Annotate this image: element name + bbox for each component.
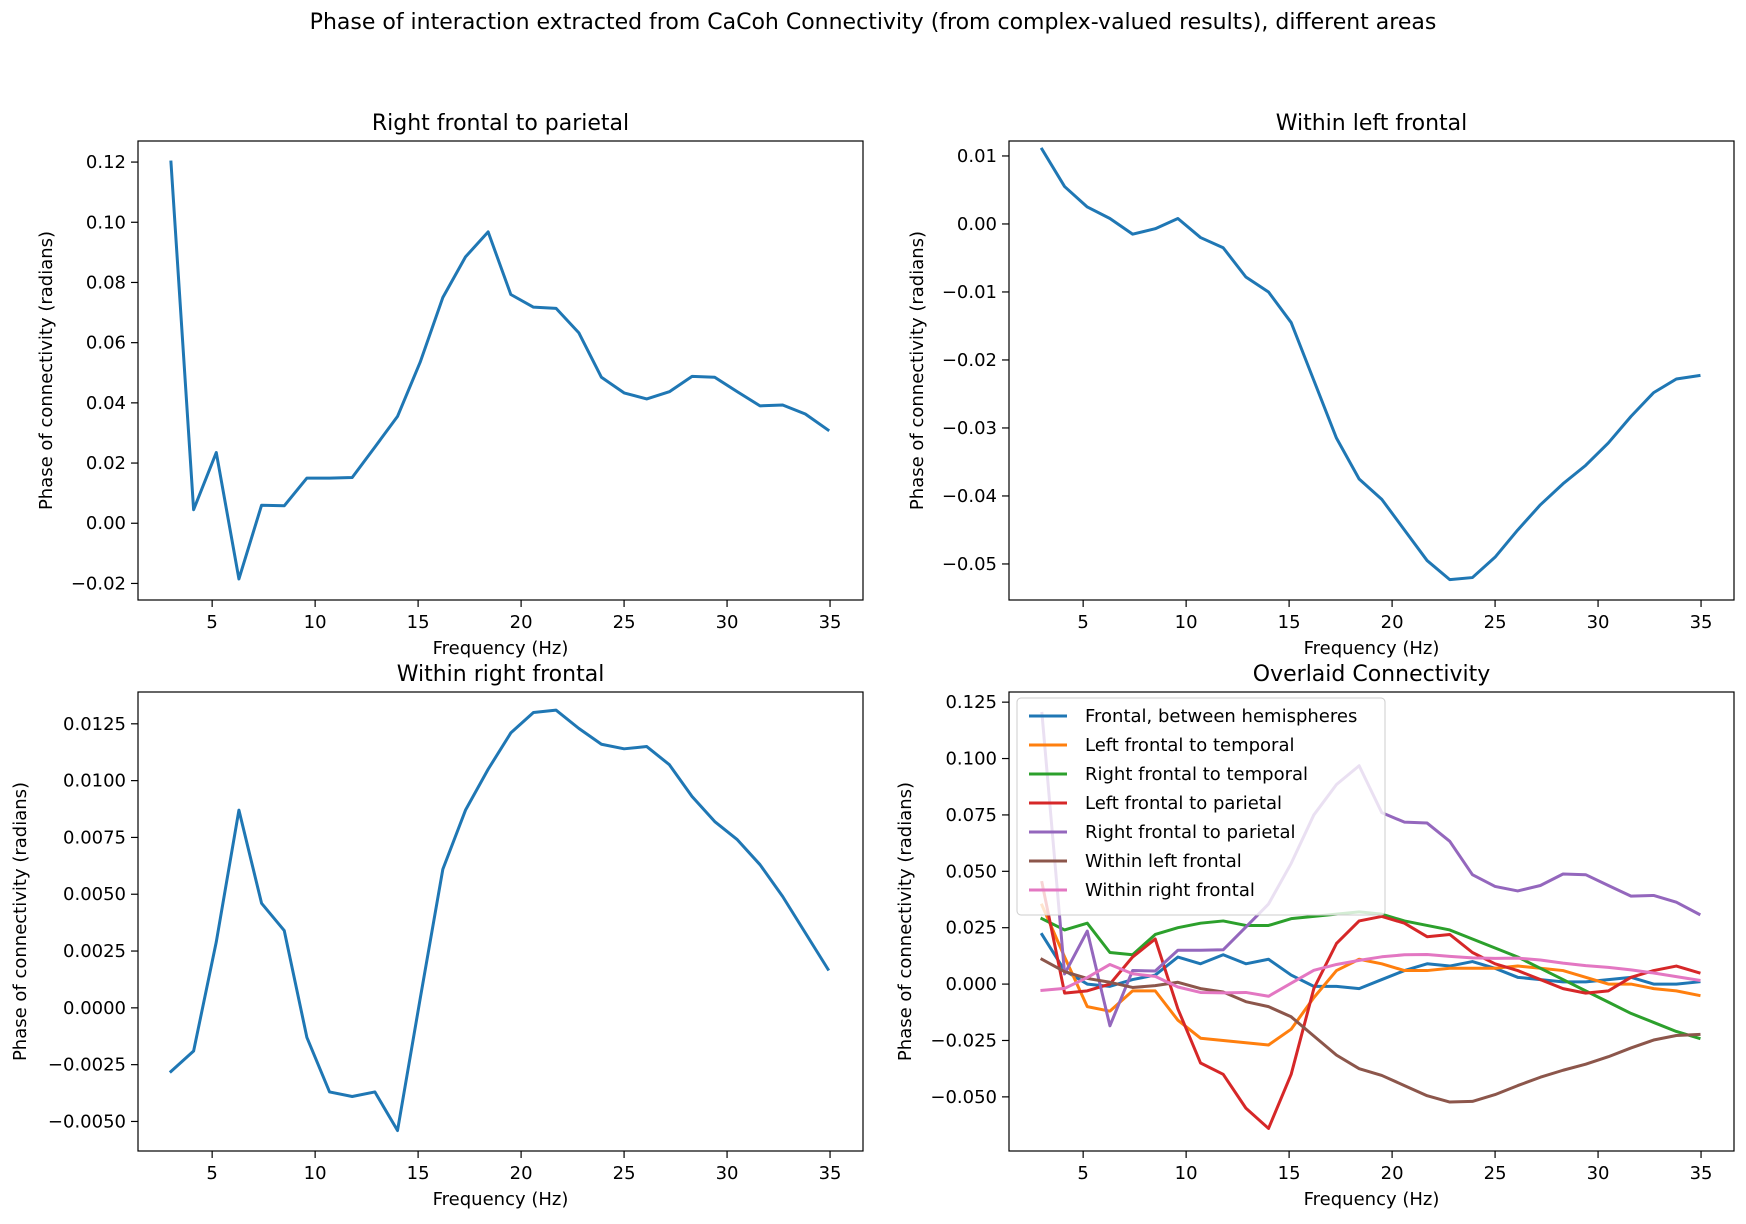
x-tick-label: 20: [510, 1163, 533, 1184]
x-tick-label: 5: [1077, 1163, 1088, 1184]
chart-panel-1: 5 10 15 20 25 30 35 −0.02 0.00 0.02 0.04 0.06 0.08 0.…: [36, 111, 864, 659]
y-tick-label: −0.0025: [48, 1055, 126, 1076]
y-tick-label: −0.01: [942, 282, 997, 303]
y-axis-label: Phase of connectivity (radians): [895, 782, 916, 1061]
x-tick-label: 35: [1690, 612, 1713, 633]
x-tick-label: 20: [510, 612, 533, 633]
series-line-4: [1040, 880, 1701, 1130]
x-tick-label: 30: [1587, 1163, 1610, 1184]
legend-label: Right frontal to temporal: [1085, 764, 1308, 785]
y-axis-label: Phase of connectivity (radians): [10, 782, 31, 1061]
series-line-1: [169, 160, 831, 581]
series-line-1: [1039, 147, 1701, 582]
x-tick-label: 25: [613, 1163, 636, 1184]
axes-frame: [1008, 691, 1735, 1152]
x-tick-label: 10: [1175, 1163, 1198, 1184]
y-tick-label: 0.0025: [63, 941, 126, 962]
series-line-1: [168, 708, 831, 1133]
y-tick-label: −0.02: [71, 573, 126, 594]
chart-title: Within right frontal: [397, 662, 605, 687]
y-tick-label: 0.00: [957, 214, 997, 235]
x-tick-label: 25: [1484, 612, 1507, 633]
y-tick-label: 0.10: [86, 212, 126, 233]
y-tick-label: 0.02: [86, 453, 126, 474]
y-axis-label: Phase of connectivity (radians): [36, 231, 57, 510]
y-tick-label: 0.01: [957, 146, 997, 167]
y-tick-label: −0.02: [942, 350, 997, 371]
y-tick-label: −0.050: [930, 1087, 997, 1108]
x-tick-label: 35: [819, 612, 842, 633]
x-tick-label: 15: [1278, 1163, 1301, 1184]
legend-label: Right frontal to parietal: [1085, 822, 1296, 843]
y-tick-label: 0.0000: [63, 998, 126, 1019]
x-tick-label: 35: [1690, 1163, 1713, 1184]
y-tick-label: 0.025: [945, 918, 997, 939]
x-tick-label: 35: [819, 1163, 842, 1184]
y-axis-label: Phase of connectivity (radians): [907, 231, 928, 510]
x-axis-label: Frequency (Hz): [1304, 638, 1440, 659]
x-tick-label: 10: [1175, 612, 1198, 633]
legend-label: Within left frontal: [1085, 851, 1242, 872]
axes-frame: [137, 691, 864, 1152]
x-tick-label: 15: [407, 1163, 430, 1184]
axes-frame: [1008, 140, 1735, 601]
legend-box: [1016, 697, 1386, 916]
y-tick-label: −0.05: [942, 554, 997, 575]
x-tick-label: 30: [1587, 612, 1610, 633]
chart-panel-3: 5 10 15 20 25 30 35 −0.0050 −0.0025 0.0000 0.0025 0…: [10, 662, 864, 1210]
series-line-7: [1040, 953, 1701, 998]
y-tick-label: −0.03: [942, 418, 997, 439]
y-tick-label: 0.075: [945, 805, 997, 826]
x-axis-label: Frequency (Hz): [433, 1189, 569, 1210]
x-tick-label: 15: [1278, 612, 1301, 633]
x-tick-label: 10: [304, 612, 327, 633]
legend-label: Frontal, between hemispheres: [1085, 706, 1357, 727]
x-tick-label: 30: [716, 612, 739, 633]
y-tick-label: −0.025: [930, 1030, 997, 1051]
x-tick-label: 20: [1381, 612, 1404, 633]
y-tick-label: 0.000: [945, 974, 997, 995]
figure-suptitle: Phase of interaction extracted from CaCo…: [310, 10, 1437, 35]
y-tick-label: 0.04: [86, 393, 126, 414]
y-tick-label: 0.0125: [63, 714, 126, 735]
x-tick-label: 30: [716, 1163, 739, 1184]
y-tick-label: 0.06: [86, 333, 126, 354]
x-axis-label: Frequency (Hz): [1304, 1189, 1440, 1210]
x-tick-label: 5: [1077, 612, 1088, 633]
legend-label: Within right frontal: [1085, 880, 1255, 901]
legend: Frontal, between hemispheres Left frontal…: [1016, 697, 1386, 916]
y-tick-label: 0.0100: [63, 771, 126, 792]
x-tick-label: 25: [613, 612, 636, 633]
x-tick-label: 15: [407, 612, 430, 633]
y-tick-label: 0.0075: [63, 827, 126, 848]
chart-title: Right frontal to parietal: [372, 111, 629, 136]
x-tick-label: 5: [206, 1163, 217, 1184]
x-tick-label: 20: [1381, 1163, 1404, 1184]
series-line-6: [1039, 957, 1701, 1104]
y-tick-label: 0.125: [945, 692, 997, 713]
axes-frame: [137, 140, 864, 601]
y-tick-label: 0.08: [86, 272, 126, 293]
y-tick-label: 0.00: [86, 513, 126, 534]
series-line-2: [1039, 903, 1701, 1047]
x-axis-label: Frequency (Hz): [433, 638, 569, 659]
x-tick-label: 25: [1484, 1163, 1507, 1184]
legend-label: Left frontal to temporal: [1085, 735, 1295, 756]
y-tick-label: 0.100: [945, 749, 997, 770]
chart-panel-2: 5 10 15 20 25 30 35 −0.05 −0.04 −0.03 −0.02 −0.01 0.…: [907, 111, 1735, 659]
y-tick-label: −0.0050: [48, 1111, 126, 1132]
y-tick-label: 0.050: [945, 861, 997, 882]
y-tick-label: 0.0050: [63, 884, 126, 905]
chart-title: Overlaid Connectivity: [1253, 662, 1490, 687]
chart-panel-4: 5 10 15 20 25 30 35 −0.050 −0.025 0.000 0.025 0.050…: [895, 662, 1735, 1210]
legend-label: Left frontal to parietal: [1085, 793, 1282, 814]
x-tick-label: 5: [206, 612, 217, 633]
chart-title: Within left frontal: [1276, 111, 1468, 136]
y-tick-label: 0.12: [86, 152, 126, 173]
y-tick-label: −0.04: [942, 486, 997, 507]
x-tick-label: 10: [304, 1163, 327, 1184]
